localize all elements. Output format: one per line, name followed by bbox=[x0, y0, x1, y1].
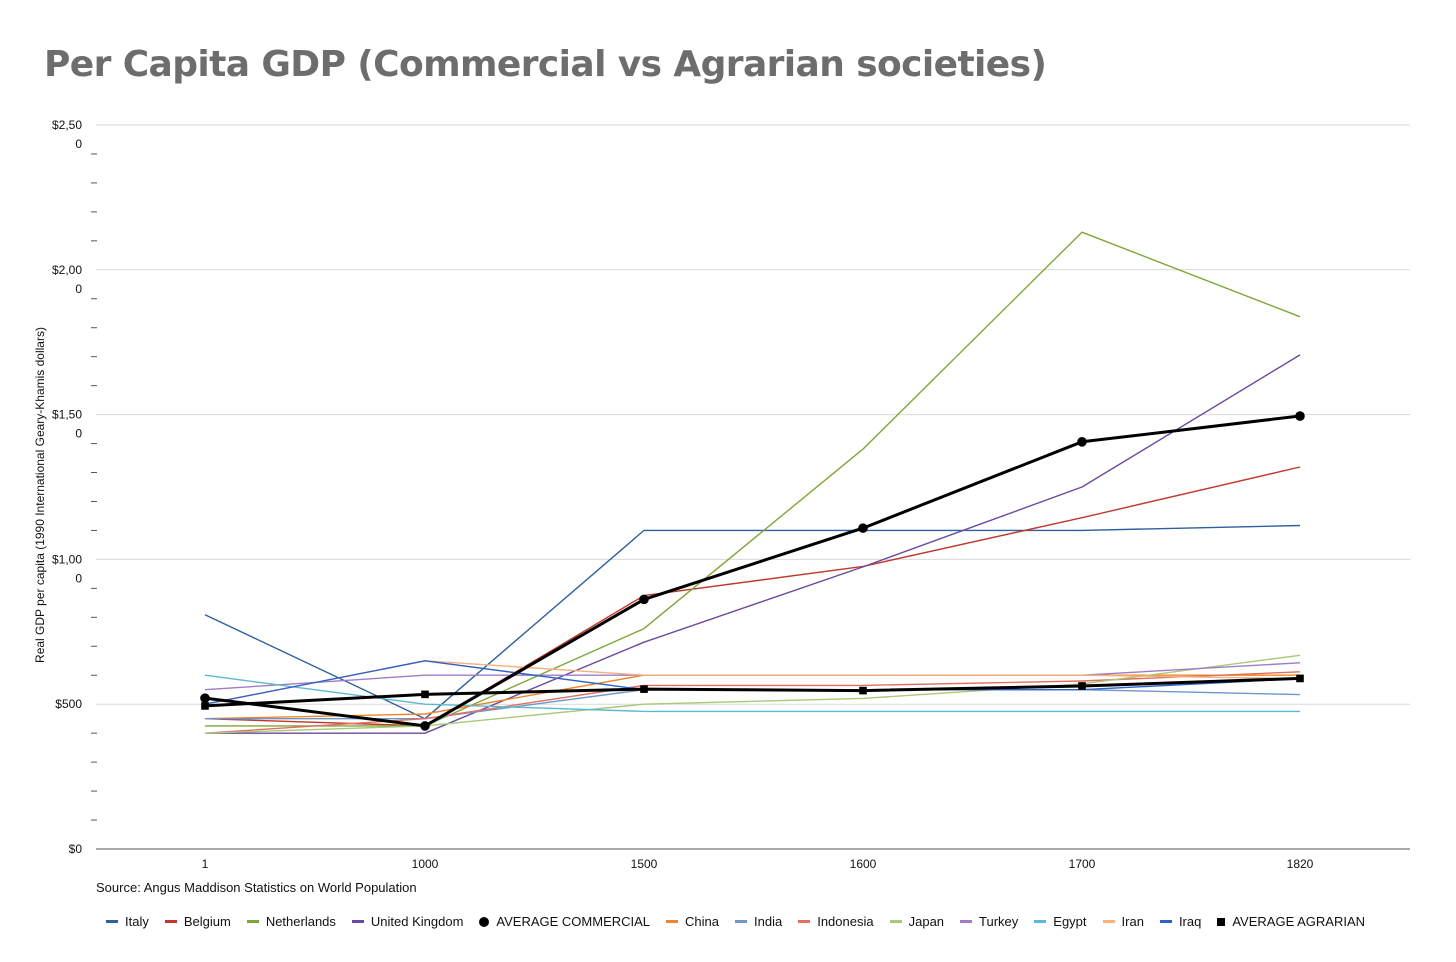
legend-swatch bbox=[164, 920, 177, 923]
legend-label: Turkey bbox=[979, 914, 1019, 929]
legend-label: AVERAGE AGRARIAN bbox=[1232, 914, 1366, 929]
series-line bbox=[204, 414, 1301, 728]
legend-swatch bbox=[1217, 917, 1226, 926]
legend-label: China bbox=[685, 914, 720, 929]
legend-item: AVERAGE AGRARIAN bbox=[1217, 914, 1365, 929]
legend-label: India bbox=[754, 914, 783, 929]
legend-label: United Kingdom bbox=[370, 914, 464, 929]
data-point bbox=[201, 702, 209, 710]
y-tick-label: $0 bbox=[69, 842, 83, 856]
legend-swatch bbox=[351, 920, 364, 923]
legend-swatch bbox=[960, 920, 973, 923]
x-tick-label: 1000 bbox=[412, 857, 439, 871]
y-tick-label-wrap: 0 bbox=[75, 571, 82, 585]
legend-item: China bbox=[666, 914, 719, 929]
legend-swatch bbox=[479, 916, 490, 927]
legend-label: Indonesia bbox=[817, 914, 874, 929]
y-tick-label: $2,50 bbox=[52, 118, 82, 132]
chart-title: Per Capita GDP (Commercial vs Agrarian s… bbox=[44, 44, 1047, 85]
data-point bbox=[639, 594, 649, 605]
data-point bbox=[200, 693, 210, 703]
data-point bbox=[1078, 682, 1086, 690]
x-tick-label: 1 bbox=[202, 857, 209, 871]
axis-labels: $0 $500 $1,00 0 $1,50 0 $2,00 0 $2,50 0 1 1000 1500 1… bbox=[33, 118, 1314, 871]
legend-item: Turkey bbox=[960, 914, 1018, 929]
legend: Italy Belgium Netherlands United Kingdom AVE… bbox=[106, 914, 1381, 929]
legend-item: India bbox=[735, 914, 782, 929]
legend-swatch bbox=[1034, 920, 1047, 923]
legend-swatch bbox=[889, 920, 902, 923]
y-tick-label: $500 bbox=[55, 697, 82, 711]
legend-swatch bbox=[246, 920, 259, 923]
series-line bbox=[204, 676, 1301, 708]
legend-label: Egypt bbox=[1053, 914, 1087, 929]
y-axis-title: Real GDP per capita (1990 International … bbox=[33, 327, 47, 663]
y-tick-label-wrap: 0 bbox=[75, 427, 82, 441]
x-tick-label: 1600 bbox=[850, 857, 877, 871]
series-line bbox=[204, 466, 1301, 727]
legend-swatch bbox=[666, 920, 679, 923]
legend-swatch bbox=[1102, 920, 1115, 923]
legend-item: Iran bbox=[1102, 914, 1144, 929]
data-point bbox=[859, 686, 867, 695]
legend-item: United Kingdom bbox=[351, 914, 464, 929]
series-line bbox=[205, 231, 1301, 727]
legend-label: Italy bbox=[125, 914, 149, 929]
legend-item: Egypt bbox=[1034, 914, 1087, 929]
legend-label: Belgium bbox=[183, 914, 231, 929]
legend-item: Italy bbox=[106, 914, 149, 929]
y-tick-label: $1,50 bbox=[52, 408, 82, 422]
legend-item: Japan bbox=[889, 914, 945, 929]
data-point bbox=[640, 685, 648, 693]
legend-swatch bbox=[735, 920, 748, 923]
legend-swatch bbox=[1159, 920, 1172, 923]
legend-label: Japan bbox=[908, 914, 945, 929]
series-line bbox=[204, 654, 1301, 734]
y-tick-label: $2,00 bbox=[52, 263, 82, 277]
legend-item: Iraq bbox=[1159, 914, 1202, 929]
legend-label: Iraq bbox=[1178, 914, 1202, 929]
legend-label: Iran bbox=[1121, 914, 1144, 929]
data-point bbox=[420, 721, 430, 731]
x-tick-label: 1820 bbox=[1287, 857, 1314, 871]
legend-item: AVERAGE COMMERCIAL bbox=[479, 914, 650, 929]
axes bbox=[91, 153, 1410, 850]
series-markers bbox=[200, 411, 1305, 731]
legend-swatch bbox=[106, 920, 118, 923]
data-point bbox=[1296, 674, 1304, 683]
y-tick-label: $1,00 bbox=[52, 552, 82, 566]
series-line bbox=[204, 524, 1301, 720]
legend-label: AVERAGE COMMERCIAL bbox=[496, 914, 651, 929]
series-line bbox=[204, 674, 1300, 713]
y-tick-label-wrap: 0 bbox=[75, 137, 82, 151]
legend-item: Indonesia bbox=[798, 914, 874, 929]
gridlines bbox=[96, 124, 1410, 705]
legend-item: Belgium bbox=[164, 914, 231, 929]
data-point bbox=[421, 690, 429, 699]
series-lines bbox=[204, 231, 1301, 734]
y-tick-label-wrap: 0 bbox=[75, 282, 82, 296]
source-note: Source: Angus Maddison Statistics on Wor… bbox=[96, 880, 417, 895]
x-tick-label: 1500 bbox=[631, 857, 658, 871]
data-point bbox=[1077, 437, 1087, 447]
x-tick-label: 1700 bbox=[1069, 857, 1096, 871]
legend-label: Netherlands bbox=[265, 914, 336, 929]
legend-swatch bbox=[798, 920, 811, 923]
data-point bbox=[858, 523, 868, 533]
series-line bbox=[205, 354, 1301, 734]
legend-item: Netherlands bbox=[246, 914, 336, 929]
data-point bbox=[1295, 411, 1305, 421]
